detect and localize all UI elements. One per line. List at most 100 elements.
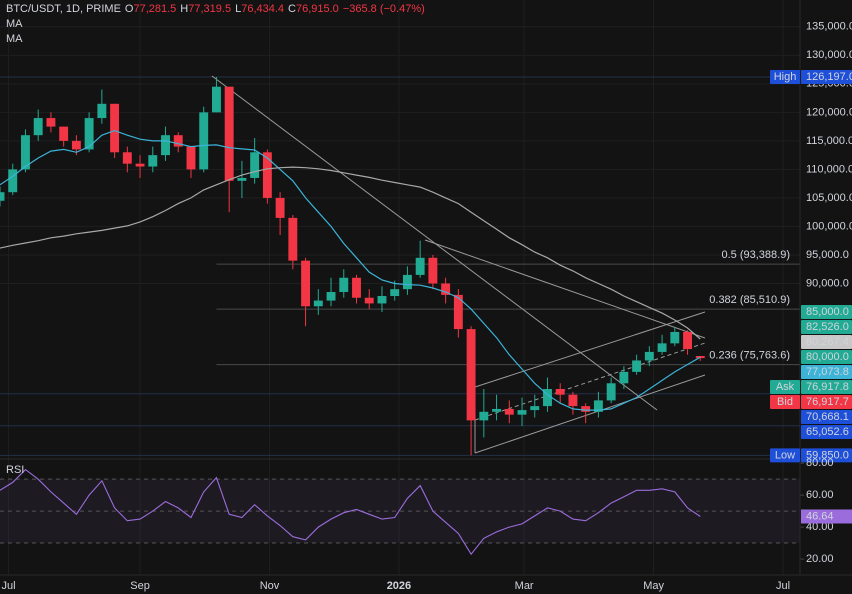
candle-body — [644, 351, 654, 361]
x-tick-label: Sep — [130, 580, 150, 592]
candle-body — [683, 331, 692, 350]
candle-body — [326, 292, 336, 301]
candle-body — [632, 360, 642, 372]
candle-body — [21, 135, 30, 170]
price-badge-label: 59,850.0 — [806, 449, 849, 461]
rsi-tick-label: 60.00 — [806, 489, 834, 501]
price-badge-label: 70,668.1 — [806, 411, 849, 423]
price-badge — [801, 334, 852, 349]
candle-body — [352, 277, 361, 298]
candle-body — [543, 388, 552, 407]
legend-change: −365.8 (−0.47%) — [343, 3, 425, 15]
candle-body — [288, 217, 298, 261]
price-badge-label: 80,267.4 — [806, 336, 849, 348]
candle-body — [8, 169, 18, 193]
price-badge — [801, 304, 852, 319]
candle-body — [250, 152, 260, 178]
candle-body — [619, 371, 629, 384]
candle-body — [568, 394, 578, 407]
candle-body — [581, 406, 591, 412]
price-badge — [801, 448, 852, 463]
candle-body — [275, 197, 285, 218]
rsi-pane: RSI — [0, 462, 804, 560]
y-tick-label: 90,000.0 — [806, 277, 849, 289]
rsi-badge — [801, 509, 852, 524]
candle-body — [428, 257, 438, 284]
ohlc-key: H — [180, 3, 188, 15]
price-badge — [801, 394, 852, 409]
candle-body — [122, 152, 132, 164]
x-tick-label: Mar — [515, 580, 534, 592]
rsi-title: RSI — [6, 464, 24, 476]
badge-tag-label: High — [774, 71, 797, 83]
price-badge-label: 85,000.0 — [806, 306, 849, 318]
candle-body — [71, 140, 81, 150]
legend-entry: MA — [6, 33, 23, 45]
badge-tag — [770, 70, 800, 85]
candle-body — [46, 118, 56, 127]
candle-body — [606, 383, 616, 401]
trend-line — [424, 239, 706, 339]
axis-labels: 135,000.0130,000.0125,000.0120,000.0115,… — [1, 21, 852, 592]
price-badge-label: 77,073.8 — [806, 366, 849, 378]
candle-body — [186, 146, 196, 170]
candle-body — [199, 112, 209, 170]
y-tick-label: 110,000.0 — [806, 163, 852, 175]
candle-body — [657, 343, 667, 352]
drawings — [211, 75, 706, 454]
price-badge-label: 76,917.7 — [806, 396, 849, 408]
candle-body — [0, 192, 5, 201]
price-badge — [801, 424, 852, 439]
candle-body — [59, 126, 69, 141]
candle-body — [33, 118, 43, 136]
candle-body — [211, 86, 221, 113]
candle-body — [695, 356, 705, 359]
price-badge — [801, 319, 852, 334]
price-badge — [801, 364, 852, 379]
candle-body — [161, 135, 170, 156]
badge-tag-label: Bid — [777, 396, 793, 408]
candle-body — [301, 260, 311, 307]
price-badge — [801, 70, 852, 85]
x-tick-label: Jul — [1, 580, 15, 592]
rsi-line — [0, 468, 701, 556]
ohlc-value: 76,915.0 — [296, 3, 339, 15]
channel-middle — [474, 342, 706, 421]
candle-body — [173, 135, 183, 147]
candle-body — [479, 411, 489, 421]
candle-body — [262, 152, 272, 198]
candle-body — [441, 283, 451, 295]
rsi-badge-label: 46.64 — [806, 510, 834, 522]
y-tick-label: 120,000.0 — [806, 106, 852, 118]
candle-body — [530, 406, 540, 411]
candle-body — [517, 410, 527, 415]
price-badge-label: 65,052.6 — [806, 426, 849, 438]
x-tick-label: May — [643, 580, 664, 592]
rsi-tick-label: 80.00 — [806, 457, 834, 469]
rsi-tick-label: 20.00 — [806, 553, 834, 565]
price-badge-label: 126,197.0 — [806, 71, 852, 83]
candle-body — [224, 86, 234, 181]
candle-body — [135, 163, 145, 167]
ohlc-value: 77,281.5 — [133, 3, 176, 15]
candle-body — [415, 257, 425, 275]
x-tick-label: Jul — [776, 580, 790, 592]
badge-tag-label: Ask — [776, 381, 795, 393]
price-badge — [801, 349, 852, 364]
price-badge — [801, 409, 852, 424]
candle-body — [148, 155, 158, 167]
legend-entry: MA — [6, 18, 23, 30]
y-tick-label: 100,000.0 — [806, 220, 852, 232]
candle-body — [377, 296, 387, 304]
ohlc-key: O — [125, 3, 134, 15]
candle-body — [492, 408, 502, 412]
y-tick-label: 105,000.0 — [806, 192, 852, 204]
candle-body — [555, 388, 565, 395]
badge-tag — [770, 379, 800, 394]
ohlc-value: 77,319.5 — [188, 3, 231, 15]
ohlc-key: L — [235, 3, 241, 15]
rsi-tick-label: 40.00 — [806, 521, 834, 533]
y-tick-label: 115,000.0 — [806, 135, 852, 147]
